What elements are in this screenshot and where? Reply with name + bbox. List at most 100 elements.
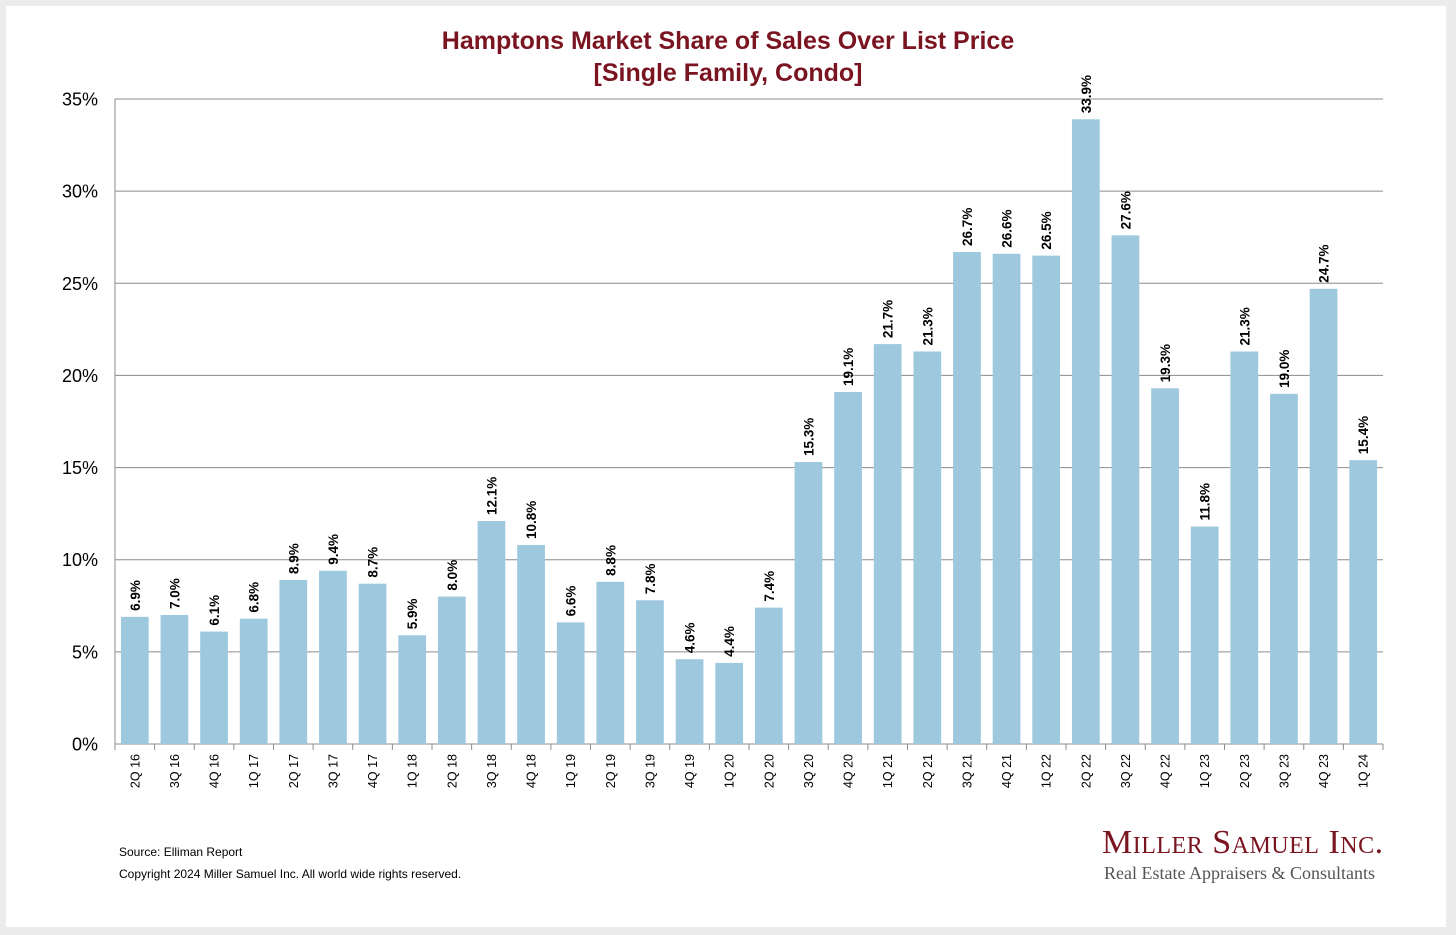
x-tick-label: 3Q 19 — [643, 754, 657, 788]
y-tick-label: 15% — [62, 458, 98, 478]
data-label: 15.3% — [801, 418, 816, 456]
x-tick-label: 1Q 22 — [1040, 754, 1054, 788]
data-label: 7.8% — [643, 563, 658, 594]
x-tick-label: 2Q 21 — [921, 754, 935, 788]
bar — [358, 583, 387, 744]
x-tick-label: 2Q 17 — [287, 754, 301, 788]
y-tick-label: 35% — [62, 90, 98, 110]
data-label: 27.6% — [1118, 191, 1133, 229]
x-tick-label: 2Q 19 — [604, 754, 618, 788]
data-label: 11.8% — [1198, 483, 1213, 521]
y-tick-label: 5% — [72, 642, 98, 662]
x-tick-label: 3Q 18 — [485, 754, 499, 788]
company-logo-tagline: Real Estate Appraisers & Consultants — [1104, 863, 1375, 883]
copyright-note: Copyright 2024 Miller Samuel Inc. All wo… — [119, 867, 462, 881]
bar — [398, 635, 427, 744]
x-tick-label: 2Q 22 — [1079, 754, 1093, 788]
bar — [992, 253, 1021, 745]
bar — [1309, 288, 1338, 744]
x-tick-label: 1Q 19 — [564, 754, 578, 788]
y-tick-label: 30% — [62, 182, 98, 202]
x-tick-label: 1Q 21 — [881, 754, 895, 788]
data-label: 19.0% — [1277, 350, 1292, 388]
x-tick-label: 4Q 19 — [683, 754, 697, 788]
data-label: 26.7% — [960, 208, 975, 246]
source-note: Source: Elliman Report — [119, 845, 243, 859]
y-tick-label: 10% — [62, 550, 98, 570]
chart-frame — [6, 6, 1446, 927]
y-tick-label: 0% — [72, 735, 98, 755]
data-label: 21.3% — [920, 307, 935, 345]
x-tick-label: 3Q 17 — [326, 754, 340, 788]
data-label: 6.1% — [207, 595, 222, 626]
data-label: 4.4% — [722, 626, 737, 657]
bar — [517, 544, 545, 744]
bar — [794, 462, 823, 744]
x-tick-label: 2Q 23 — [1238, 754, 1252, 788]
x-tick-label: 4Q 23 — [1317, 754, 1331, 788]
bar — [1270, 393, 1298, 744]
data-label: 5.9% — [405, 598, 420, 629]
bar — [1151, 388, 1179, 744]
data-label: 8.7% — [366, 547, 381, 578]
y-tick-label: 20% — [62, 366, 98, 386]
data-label: 7.4% — [762, 571, 777, 602]
bar — [873, 344, 902, 744]
bar — [913, 351, 942, 744]
bar — [1349, 460, 1378, 744]
chart-title: Hamptons Market Share of Sales Over List… — [441, 27, 1015, 55]
x-tick-label: 2Q 20 — [762, 754, 776, 788]
bar — [596, 581, 625, 744]
bar — [160, 615, 189, 744]
bar — [556, 622, 585, 744]
data-label: 9.4% — [326, 534, 341, 565]
data-label: 26.6% — [1000, 210, 1015, 248]
bar — [319, 570, 347, 744]
x-tick-label: 4Q 17 — [366, 754, 380, 788]
x-tick-label: 4Q 20 — [842, 754, 856, 788]
bar — [437, 596, 466, 744]
x-tick-label: 2Q 18 — [445, 754, 459, 788]
data-label: 4.6% — [683, 622, 698, 653]
bar — [636, 600, 664, 744]
data-label: 12.1% — [484, 477, 499, 515]
x-tick-label: 4Q 21 — [1000, 754, 1014, 788]
x-tick-label: 3Q 21 — [960, 754, 974, 788]
data-label: 19.3% — [1158, 344, 1173, 382]
bar — [279, 579, 308, 744]
logo-name-text: Miller Samuel Inc. — [1102, 824, 1384, 861]
bar — [1190, 526, 1219, 744]
bar — [477, 521, 506, 744]
x-tick-label: 1Q 23 — [1198, 754, 1212, 788]
data-label: 33.9% — [1079, 75, 1094, 113]
data-label: 7.0% — [167, 578, 182, 609]
x-tick-label: 1Q 24 — [1357, 754, 1371, 788]
data-label: 15.4% — [1356, 416, 1371, 454]
x-tick-label: 3Q 23 — [1277, 754, 1291, 788]
data-label: 6.8% — [247, 582, 262, 613]
data-label: 6.9% — [128, 580, 143, 611]
bar — [754, 607, 783, 744]
bar — [1230, 351, 1259, 744]
bar — [953, 251, 981, 744]
bar — [715, 662, 744, 744]
x-tick-label: 3Q 22 — [1119, 754, 1133, 788]
bar — [120, 616, 149, 744]
y-tick-label: 25% — [62, 274, 98, 294]
x-tick-label: 1Q 18 — [406, 754, 420, 788]
data-label: 24.7% — [1317, 245, 1332, 283]
bar — [1032, 255, 1061, 744]
data-label: 6.6% — [564, 586, 579, 617]
bar — [200, 631, 228, 744]
bar — [239, 618, 268, 744]
bar — [1111, 235, 1140, 744]
bar — [834, 392, 862, 744]
chart-subtitle: [Single Family, Condo] — [593, 59, 863, 87]
x-tick-label: 4Q 16 — [208, 754, 222, 788]
data-label: 8.8% — [603, 545, 618, 576]
data-label: 26.5% — [1039, 211, 1054, 249]
x-tick-label: 1Q 20 — [723, 754, 737, 788]
data-label: 21.3% — [1237, 307, 1252, 345]
data-label: 8.9% — [286, 543, 301, 574]
